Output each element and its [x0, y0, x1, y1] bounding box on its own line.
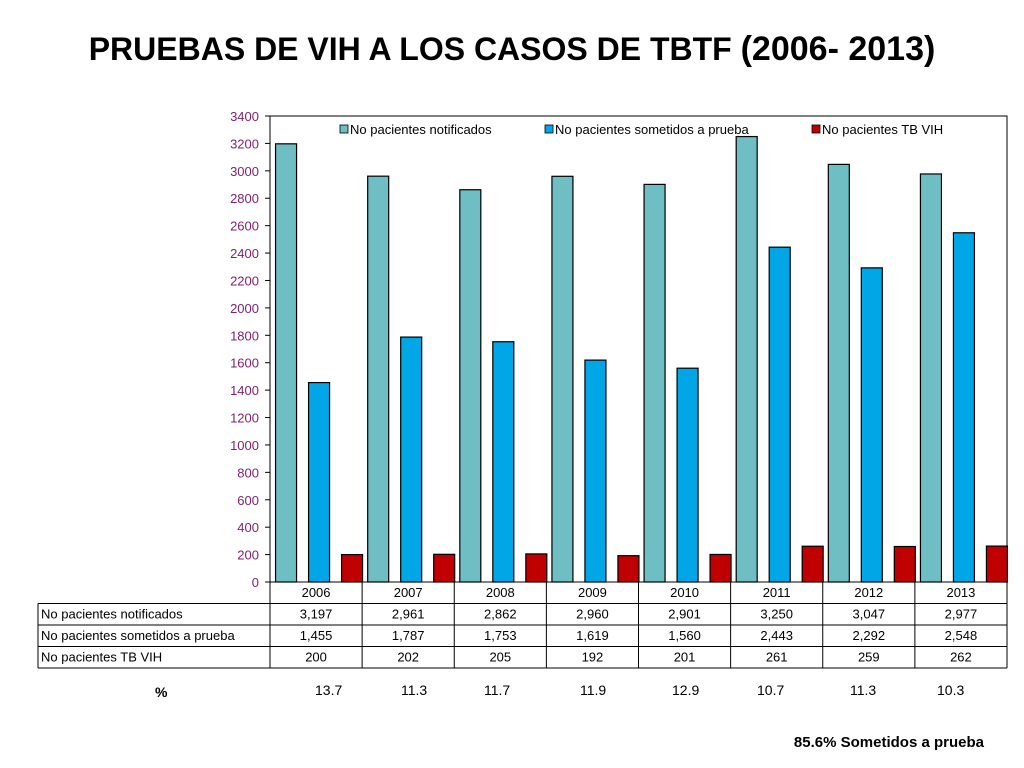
y-tick-label: 1200: [230, 411, 259, 426]
y-tick-label: 0: [252, 575, 259, 590]
table-cell: 3,047: [853, 607, 886, 622]
bar-tb-vih-2012: [893, 545, 916, 583]
bar-notificados-2010: [643, 183, 666, 583]
y-tick-label: 2600: [230, 219, 259, 234]
y-tick-label: 600: [237, 493, 259, 508]
percent-value: 10.3: [937, 682, 965, 698]
bar-notificados-2009: [551, 175, 574, 583]
title-years: (2006- 2013): [740, 30, 936, 68]
table-row-label: No pacientes notificados: [41, 607, 183, 622]
y-tick-label: 1600: [230, 356, 259, 371]
bar-notificados-2006: [274, 143, 298, 583]
table-cell: 1,560: [668, 628, 701, 643]
y-tick-label: 2800: [230, 191, 259, 206]
table-cell: 2,961: [392, 607, 425, 622]
bar-notificados-2008: [459, 189, 482, 583]
percent-value: 11.9: [580, 682, 607, 698]
percent-value: 13.7: [315, 682, 343, 698]
table-cell: 1,753: [484, 628, 517, 643]
footer-note: 85.6% Sometidos a prueba: [793, 734, 984, 751]
y-tick-label: 2000: [230, 301, 259, 316]
table-cell: 259: [858, 650, 880, 665]
percent-value: 11.7: [484, 682, 511, 698]
bar-sometidos-2007: [400, 336, 423, 583]
bar-sometidos-2013: [952, 232, 976, 583]
table-row-label: No pacientes sometidos a prueba: [41, 628, 235, 643]
legend-swatch: [544, 124, 554, 134]
table-cell: 262: [950, 650, 972, 665]
y-tick-label: 3400: [230, 109, 259, 124]
y-tick-label: 200: [237, 548, 259, 563]
bar-tb-vih-2006: [340, 553, 364, 583]
legend-label: No pacientes TB VIH: [822, 122, 943, 137]
y-tick-label: 2400: [230, 246, 259, 261]
legend-swatch: [339, 124, 349, 134]
table-cell: 2,960: [576, 607, 609, 622]
bar-sometidos-2009: [584, 359, 607, 583]
table-cell: 202: [397, 650, 419, 665]
bar-tb-vih-2009: [617, 555, 640, 583]
table-cell: 2,977: [945, 607, 978, 622]
table-cell: 2,862: [484, 607, 517, 622]
category-label: 2009: [578, 585, 607, 600]
table-cell: 1,455: [300, 628, 333, 643]
y-tick-label: 1800: [230, 328, 259, 343]
category-label: 2007: [394, 585, 423, 600]
y-tick-label: 800: [237, 465, 259, 480]
plot-area: [269, 115, 1008, 583]
bar-sometidos-2006: [307, 381, 331, 583]
bar-tb-vih-2011: [801, 545, 824, 583]
table-cell: 2,548: [945, 628, 978, 643]
y-tick-label: 3200: [230, 136, 259, 151]
percent-value: 11.3: [850, 682, 877, 698]
bar-tb-vih-2008: [525, 553, 548, 583]
page-title: PRUEBAS DE VIH A LOS CASOS DE TBTF (2006…: [0, 30, 1024, 69]
y-tick-label: 2200: [230, 273, 259, 288]
category-label: 2008: [486, 585, 515, 600]
title-main: PRUEBAS DE VIH A LOS CASOS DE TBTF: [88, 31, 741, 67]
y-tick-label: 400: [237, 520, 259, 535]
y-tick-label: 3000: [230, 164, 259, 179]
y-tick-label: 1000: [230, 438, 259, 453]
table-cell: 3,197: [300, 607, 333, 622]
legend-swatch: [811, 124, 821, 134]
bar-sometidos-2011: [768, 246, 791, 583]
table-cell: 200: [305, 650, 327, 665]
percent-value: 11.3: [401, 682, 428, 698]
bar-tb-vih-2010: [709, 553, 732, 583]
table-cell: 261: [766, 650, 788, 665]
table-cell: 3,250: [760, 607, 793, 622]
y-tick-label: 1400: [230, 383, 259, 398]
bar-notificados-2011: [735, 135, 758, 583]
table-cell: 2,292: [853, 628, 886, 643]
table-cell: 1,787: [392, 628, 425, 643]
table-cell: 192: [582, 650, 604, 665]
category-label: 2006: [302, 585, 331, 600]
percent-value: 12.9: [672, 682, 700, 698]
bar-notificados-2012: [827, 163, 850, 583]
bar-tb-vih-2013: [985, 545, 1009, 583]
table-cell: 2,443: [760, 628, 793, 643]
category-label: 2011: [763, 585, 791, 600]
table-cell: 205: [489, 650, 511, 665]
percent-label: %: [155, 684, 168, 700]
bar-sometidos-2012: [860, 267, 883, 583]
bar-sometidos-2010: [676, 367, 699, 583]
bar-sometidos-2008: [492, 341, 515, 583]
table-cell: 2,901: [668, 607, 701, 622]
legend-label: No pacientes sometidos a prueba: [555, 122, 749, 137]
category-label: 2010: [670, 585, 699, 600]
bar-notificados-2013: [919, 173, 943, 583]
percent-value: 10.7: [757, 682, 785, 698]
legend-label: No pacientes notificados: [350, 122, 492, 137]
table-row-label: No pacientes TB VIH: [41, 650, 162, 665]
table-cell: 201: [674, 650, 696, 665]
bar-tb-vih-2007: [433, 553, 456, 583]
category-label: 2012: [854, 585, 883, 600]
table-cell: 1,619: [576, 628, 609, 643]
bar-notificados-2007: [367, 175, 390, 583]
category-label: 2013: [946, 585, 975, 600]
